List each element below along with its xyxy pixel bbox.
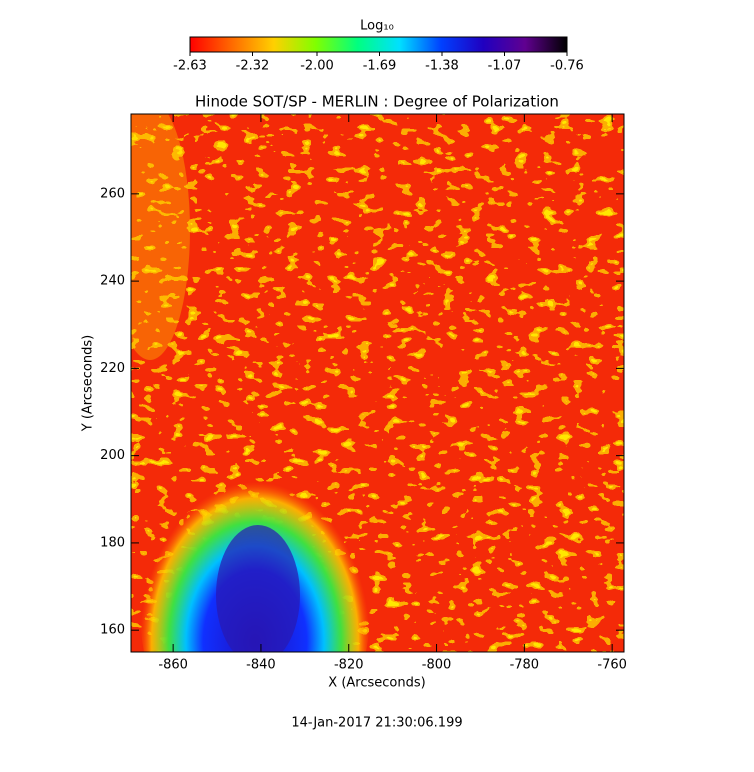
y-tick-label: 220 [100,361,125,376]
y-tick-label: 240 [100,274,125,289]
chart-title: Hinode SOT/SP - MERLIN : Degree of Polar… [195,93,559,111]
colorbar [189,36,568,53]
x-tick-label: -820 [334,658,364,673]
colorbar-tick-label: -2.32 [236,59,270,74]
x-tick-label: -760 [597,658,627,673]
x-tick-label: -840 [246,658,276,673]
y-tick-label: 160 [100,623,125,638]
colorbar-tick-label: -1.38 [425,59,459,74]
y-tick-label: 180 [100,535,125,550]
colorbar-label: Log₁₀ [360,19,394,34]
x-tick-label: -800 [422,658,452,673]
x-tick-label: -780 [510,658,540,673]
y-tick-label: 200 [100,448,125,463]
footer-date: 14-Jan-2017 21:30:06.199 [291,716,462,731]
colorbar-tick-label: -2.63 [173,59,207,74]
y-tick-label: 260 [100,186,125,201]
map-image [131,114,624,652]
colorbar-tick-label: -1.69 [363,59,397,74]
colorbar-tick-label: -1.07 [488,59,522,74]
colorbar-tick-label: -0.76 [550,59,584,74]
y-axis-label: Y (Arcseconds) [81,335,96,432]
colorbar-tick-label: -2.00 [300,59,334,74]
plot-frame [130,113,625,653]
x-axis-label: X (Arcseconds) [328,676,425,691]
x-tick-label: -860 [158,658,188,673]
